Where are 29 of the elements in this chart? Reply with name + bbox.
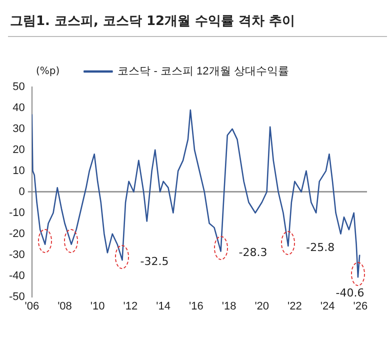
chart-title: 그림1. 코스피, 코스닥 12개월 수익률 격차 추이 (8, 8, 387, 37)
x-tick-label: '16 (188, 300, 204, 312)
y-tick-label: -30 (8, 248, 25, 261)
y-tick-label: -20 (8, 228, 25, 240)
x-tick-label: '26 (353, 300, 368, 312)
y-tick-label: 10 (12, 164, 25, 177)
y-tick-label: -50 (8, 290, 25, 303)
y-axis-title: (%p) (36, 66, 60, 77)
x-tick-label: '10 (90, 300, 105, 312)
annotation: -40.6 (336, 286, 364, 300)
x-tick-label: '18 (222, 300, 236, 312)
legend-label: 코스닥 - 코스피 12개월 상대수익률 (118, 66, 289, 78)
x-tick-label: '24 (320, 300, 335, 312)
annotation: -32.5 (140, 254, 169, 268)
x-tick-label: '14 (156, 300, 170, 312)
annotation: -25.8 (306, 240, 335, 254)
x-tick-label: '20 (254, 300, 270, 312)
y-tick-label: 40 (12, 102, 25, 114)
y-tick-label: 50 (12, 81, 25, 94)
x-tick-label: '08 (58, 300, 72, 312)
y-tick-label: 0 (18, 186, 25, 198)
y-tick-label: -40 (8, 270, 25, 282)
y-tick-label: 20 (12, 144, 25, 156)
x-tick-label: '12 (123, 300, 138, 312)
annotation: -28.3 (238, 246, 268, 260)
x-tick-label: '22 (288, 300, 302, 312)
x-tick-label: '06 (24, 300, 40, 312)
y-tick-label: -10 (8, 206, 25, 219)
y-tick-label: 30 (12, 122, 25, 135)
